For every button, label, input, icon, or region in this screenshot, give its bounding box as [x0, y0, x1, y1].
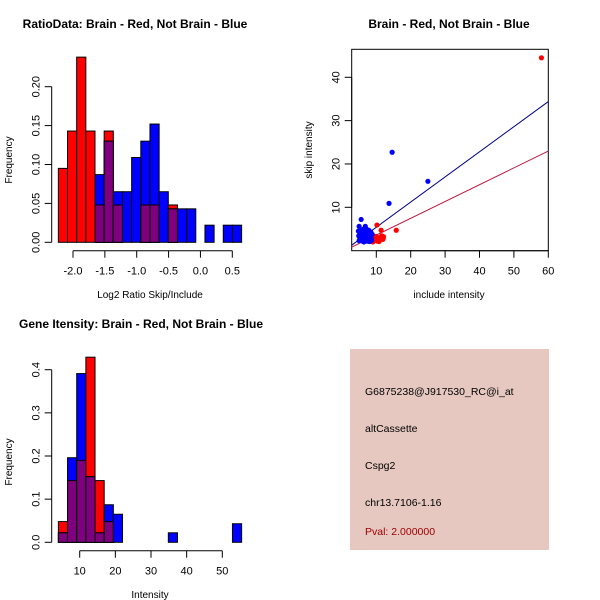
point-not-brain: [363, 236, 369, 242]
bar-not-brain: [131, 156, 142, 243]
bar-overlap: [103, 140, 114, 243]
bar-not-brain: [112, 513, 124, 543]
x-tick-label: 50: [508, 266, 520, 278]
y-tick-label: 0.4: [31, 362, 43, 377]
point-not-brain: [360, 230, 366, 236]
bar-not-brain: [231, 224, 243, 243]
x-tick-label: -1.0: [127, 266, 146, 278]
bar-brain: [85, 130, 96, 243]
bar-overlap: [67, 480, 78, 543]
point-not-brain: [364, 228, 370, 235]
x-tick-label: 10: [74, 566, 86, 578]
point-brain: [378, 227, 384, 233]
x-tick-label: 20: [405, 266, 417, 278]
y-tick-label: 0.1: [31, 492, 43, 507]
bar-brain: [57, 167, 69, 243]
bar-not-brain: [167, 532, 178, 543]
x-axis-label: Intensity: [131, 590, 168, 600]
info-panel: G6875238@J917530_RC@i_at altCassette Csp…: [350, 349, 549, 550]
x-axis-label: Log2 Ratio Skip/Include: [97, 290, 203, 301]
bar-overlap: [103, 521, 114, 543]
bar-overlap: [76, 459, 87, 543]
x-tick-label: 0.0: [193, 266, 208, 278]
y-tick-label: 20: [331, 158, 343, 170]
bar-overlap: [85, 476, 96, 543]
bar-not-brain: [204, 224, 215, 243]
y-axis-label: Frequency: [4, 136, 15, 183]
y-tick-label: 30: [331, 115, 343, 127]
probe-id: G6875238@J917530_RC@i_at: [365, 386, 514, 398]
y-axis-label: skip intensity: [304, 121, 315, 178]
y-tick-label: 40: [331, 71, 343, 83]
event-type: altCassette: [365, 423, 418, 435]
x-tick-label: 40: [181, 566, 193, 578]
pval: Pval: 2.000000: [365, 526, 436, 538]
y-axis-label: Frequency: [4, 438, 15, 485]
x-tick-label: 20: [109, 566, 121, 578]
y-tick-label: 0.05: [31, 193, 43, 214]
x-tick-label: 60: [542, 266, 554, 278]
x-tick-label: -0.5: [159, 266, 178, 278]
point-brain: [374, 222, 380, 228]
point-not-brain: [368, 229, 374, 235]
point-not-brain: [358, 216, 364, 223]
point-brain: [538, 55, 545, 61]
y-tick-label: 0.00: [31, 232, 43, 253]
bar-overlap: [57, 532, 69, 543]
bar-not-brain: [222, 224, 233, 243]
y-tick-label: 0.20: [31, 76, 43, 97]
bar-not-brain: [176, 208, 188, 243]
point-brain: [393, 227, 399, 233]
bar-overlap: [149, 204, 160, 243]
point-not-brain: [356, 223, 362, 229]
x-tick-label: -2.0: [64, 266, 83, 278]
plot-box: [351, 48, 549, 252]
chart-title: RatioData: Brain - Red, Not Brain - Blue: [23, 17, 248, 31]
bar-overlap: [140, 204, 151, 243]
point-brain: [374, 238, 380, 244]
y-tick-label: 0.3: [31, 405, 43, 420]
x-tick-label: -1.5: [95, 266, 114, 278]
bar-overlap: [167, 208, 178, 243]
chart-title: Gene Itensity: Brain - Red, Not Brain - …: [19, 317, 263, 331]
bar-overlap: [94, 204, 105, 243]
fit-line-brain: [351, 150, 549, 248]
bar-not-brain: [121, 191, 133, 243]
x-tick-label: 30: [439, 266, 451, 278]
point-not-brain: [389, 149, 395, 155]
point-not-brain: [425, 178, 431, 184]
y-tick-label: 0.0: [31, 535, 43, 550]
bar-brain: [67, 130, 78, 243]
bar-not-brain: [158, 191, 169, 243]
x-tick-label: 40: [473, 266, 485, 278]
bar-not-brain: [231, 523, 243, 543]
y-tick-label: 0.15: [31, 115, 43, 136]
bar-brain: [76, 56, 87, 243]
y-tick-label: 10: [331, 201, 343, 213]
x-tick-label: 30: [145, 566, 157, 578]
gene-name: Cspg2: [365, 460, 396, 472]
bar-not-brain: [186, 208, 197, 243]
point-not-brain: [386, 200, 392, 206]
x-tick-label: 50: [216, 566, 228, 578]
x-tick-label: 10: [370, 266, 382, 278]
point-brain: [380, 236, 386, 242]
fit-line-not-brain: [351, 101, 549, 246]
bar-overlap: [112, 204, 123, 243]
bar-overlap: [94, 532, 105, 543]
x-tick-label: 0.5: [225, 266, 240, 278]
location: chr13.7106-1.16: [365, 497, 442, 509]
chart-title: Brain - Red, Not Brain - Blue: [368, 17, 530, 31]
x-axis-label: include intensity: [413, 290, 484, 301]
y-tick-label: 0.2: [31, 448, 43, 463]
y-tick-label: 0.10: [31, 154, 43, 175]
